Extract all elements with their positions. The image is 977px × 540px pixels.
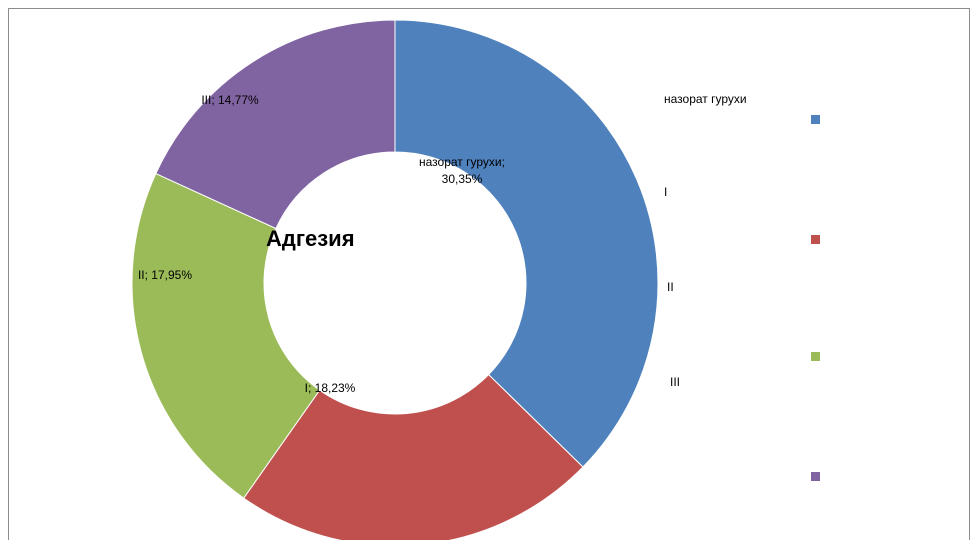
data-label: I; 18,23% — [304, 381, 356, 395]
data-label: III; 14,77% — [201, 93, 259, 107]
donut-slice — [155, 19, 396, 230]
data-label: назорат гурухи; 30,35% — [419, 155, 505, 186]
legend-marker — [811, 235, 820, 244]
legend-label: I — [664, 185, 668, 199]
chart-title: Адгезия — [266, 226, 355, 251]
legend-label: назорат гурухи — [664, 92, 747, 106]
legend-label: II — [667, 280, 674, 294]
legend-label: III — [670, 375, 681, 389]
donut-slice — [131, 172, 321, 499]
legend-marker — [811, 472, 820, 481]
legend-marker — [811, 115, 820, 124]
data-label: II; 17,95% — [137, 268, 193, 282]
donut-slice — [394, 19, 659, 468]
legend-marker — [811, 352, 820, 361]
donut-slice — [243, 373, 584, 540]
